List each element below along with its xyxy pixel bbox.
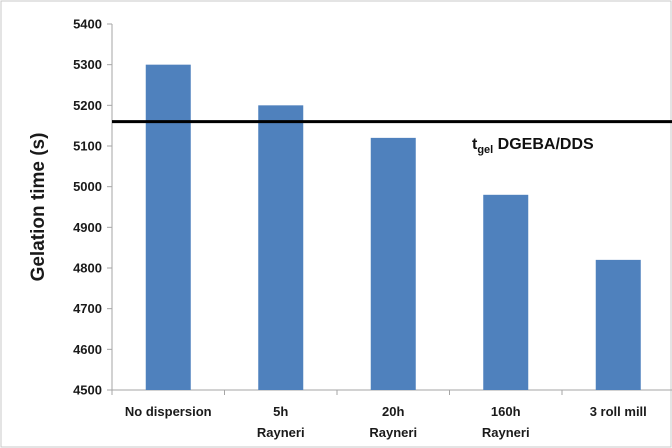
bar bbox=[370, 137, 416, 390]
reference-line-group: tgel DGEBA/DDS bbox=[112, 120, 672, 156]
x-tick-label: Rayneri bbox=[369, 425, 417, 440]
y-tick-label: 5400 bbox=[73, 17, 102, 32]
bars-group bbox=[145, 64, 641, 391]
bar bbox=[258, 105, 304, 390]
x-axis: No dispersion 5h Rayneri 20h Rayneri 160h Rayn… bbox=[111, 389, 672, 440]
y-tick-label: 4700 bbox=[73, 301, 102, 316]
x-tick-label: 160h bbox=[491, 404, 521, 419]
x-tick-label: Rayneri bbox=[257, 425, 305, 440]
bar bbox=[595, 259, 641, 390]
y-tick-label: 4600 bbox=[73, 342, 102, 357]
y-tick-label: 4900 bbox=[73, 220, 102, 235]
y-tick-label: 4500 bbox=[73, 383, 102, 398]
reference-label-rest: DGEBA/DDS bbox=[493, 136, 594, 153]
x-tick-label: No dispersion bbox=[125, 404, 212, 419]
y-tick-label: 5100 bbox=[73, 139, 102, 154]
reference-line-label: tgel DGEBA/DDS bbox=[472, 136, 594, 156]
y-axis: 4500 4600 4700 4800 4900 5000 5100 5200 5300 5400 bbox=[73, 17, 113, 398]
y-axis-label: Gelation time (s) bbox=[28, 133, 49, 282]
x-tick-label: 20h bbox=[382, 404, 404, 419]
bar bbox=[145, 64, 191, 391]
y-tick-label: 5000 bbox=[73, 179, 102, 194]
x-tick-label: 5h bbox=[273, 404, 288, 419]
reference-label-main: t bbox=[472, 136, 478, 153]
x-tick-label: 3 roll mill bbox=[590, 404, 647, 419]
reference-label-subscript: gel bbox=[477, 144, 493, 156]
y-tick-label: 5200 bbox=[73, 98, 102, 113]
y-tick-label: 5300 bbox=[73, 57, 102, 72]
y-tick-label: 4800 bbox=[73, 261, 102, 276]
bar bbox=[483, 194, 529, 390]
x-tick-label: Rayneri bbox=[482, 425, 530, 440]
